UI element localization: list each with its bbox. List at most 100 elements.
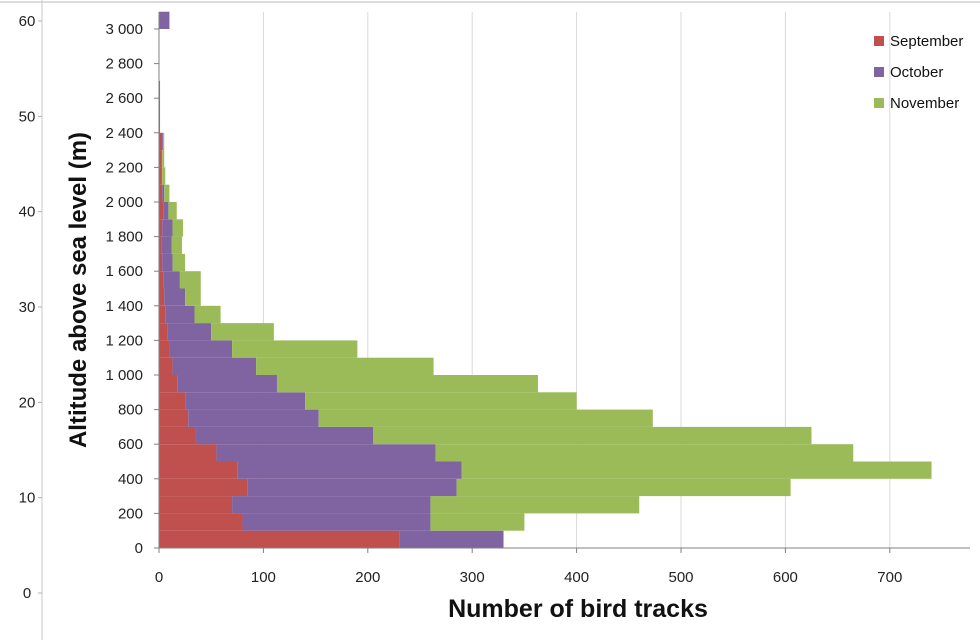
bar-september bbox=[159, 184, 163, 202]
bar-september bbox=[159, 409, 189, 427]
bar-november bbox=[435, 444, 854, 462]
bar-october bbox=[162, 132, 164, 151]
bar-october bbox=[162, 184, 165, 202]
bar-september bbox=[159, 202, 164, 220]
x-tick-labels: 0 100 200 300 400 500 600 700 bbox=[155, 548, 902, 586]
bar-september bbox=[159, 132, 163, 151]
bar-october bbox=[162, 219, 173, 237]
legend-label-september: September bbox=[890, 33, 963, 50]
x-tick-label: 0 bbox=[155, 569, 163, 586]
x-tick-label: 100 bbox=[251, 569, 276, 586]
legend-swatch-november bbox=[874, 98, 884, 108]
x-tick-label: 500 bbox=[668, 569, 693, 586]
bar-october bbox=[195, 426, 374, 445]
bar-september bbox=[159, 115, 161, 133]
bar-october bbox=[163, 202, 169, 220]
outer-axis: 0 10 20 30 40 50 60 bbox=[19, 0, 43, 640]
outer-axis-label: 60 bbox=[19, 13, 36, 30]
bar-october bbox=[164, 288, 186, 306]
x-tick-label: 300 bbox=[460, 569, 485, 586]
y-tick-label: 1 400 bbox=[105, 298, 143, 315]
y-tick-label: 3 000 bbox=[105, 21, 143, 38]
legend-swatch-september bbox=[874, 36, 884, 46]
bar-october bbox=[185, 392, 306, 410]
bar-september bbox=[159, 392, 186, 410]
bar-september bbox=[159, 461, 238, 479]
bar-october bbox=[161, 236, 172, 254]
bar-september bbox=[159, 253, 163, 272]
bar-october bbox=[161, 167, 163, 185]
y-tick-labels: 0 200 400 600 800 1 000 1 200 1 400 1 600 1 800 2 … bbox=[105, 21, 159, 557]
bar-november bbox=[373, 426, 812, 445]
bar-september bbox=[159, 513, 243, 531]
outer-axis-label: 50 bbox=[19, 108, 36, 125]
bar-november bbox=[168, 202, 177, 220]
outer-axis-label: 40 bbox=[19, 204, 36, 221]
bar-september bbox=[159, 288, 165, 306]
bar-september bbox=[159, 236, 162, 254]
x-tick-label: 200 bbox=[355, 569, 380, 586]
legend-swatch-october bbox=[874, 67, 884, 77]
bar-november bbox=[162, 167, 166, 185]
bar-november bbox=[194, 305, 221, 324]
bar-november bbox=[163, 132, 165, 151]
bar-november bbox=[179, 271, 201, 289]
bar-october bbox=[165, 305, 195, 324]
bar-october bbox=[167, 323, 212, 341]
y-tick-label: 600 bbox=[118, 436, 143, 453]
bar-october bbox=[216, 444, 436, 462]
bar-october bbox=[161, 150, 163, 168]
outer-axis-label: 10 bbox=[19, 490, 36, 507]
bar-november bbox=[256, 357, 434, 375]
y-tick-label: 2 000 bbox=[105, 194, 143, 211]
bar-october bbox=[159, 11, 170, 29]
bar-september bbox=[159, 357, 173, 375]
y-tick-label: 1 600 bbox=[105, 263, 143, 280]
bar-november bbox=[430, 496, 640, 514]
outer-axis-label: 20 bbox=[19, 394, 36, 411]
bar-november bbox=[461, 461, 932, 479]
x-tick-label: 700 bbox=[877, 569, 902, 586]
y-tick-label: 400 bbox=[118, 471, 143, 488]
axes bbox=[158, 12, 970, 549]
bar-october bbox=[237, 461, 462, 479]
y-axis-title: Altitude above sea level (m) bbox=[65, 132, 92, 448]
bars bbox=[159, 11, 932, 548]
bar-october bbox=[399, 530, 504, 548]
bar-october bbox=[172, 357, 257, 375]
bar-november bbox=[456, 478, 791, 497]
bar-september bbox=[159, 98, 161, 116]
x-tick-label: 400 bbox=[564, 569, 589, 586]
bar-october bbox=[188, 409, 319, 427]
bar-september bbox=[159, 340, 170, 358]
bar-october bbox=[247, 478, 457, 497]
bar-november bbox=[232, 340, 358, 358]
bar-november bbox=[185, 288, 201, 306]
y-tick-label: 2 800 bbox=[105, 56, 143, 73]
bar-november bbox=[172, 253, 186, 272]
bar-november bbox=[164, 184, 170, 202]
y-tick-label: 2 400 bbox=[105, 125, 143, 142]
bar-september bbox=[159, 375, 178, 393]
bar-november bbox=[211, 323, 274, 341]
x-axis-title: Number of bird tracks bbox=[448, 595, 708, 623]
bar-november bbox=[162, 150, 165, 168]
bar-october bbox=[242, 513, 431, 531]
bar-november bbox=[276, 375, 538, 393]
bar-september bbox=[159, 271, 164, 289]
outer-axis-label: 30 bbox=[19, 299, 36, 316]
bar-november bbox=[430, 513, 525, 531]
y-tick-label: 1 800 bbox=[105, 229, 143, 246]
legend-label-november: November bbox=[890, 95, 959, 112]
y-tick-label: 1 000 bbox=[105, 367, 143, 384]
bar-november bbox=[318, 409, 653, 427]
bar-september bbox=[159, 305, 166, 324]
outer-axis-label: 0 bbox=[23, 585, 31, 602]
legend: September October November bbox=[874, 33, 963, 112]
bar-october bbox=[162, 253, 173, 272]
bar-october bbox=[177, 375, 277, 393]
bar-october bbox=[169, 340, 233, 358]
bar-november bbox=[172, 219, 184, 237]
